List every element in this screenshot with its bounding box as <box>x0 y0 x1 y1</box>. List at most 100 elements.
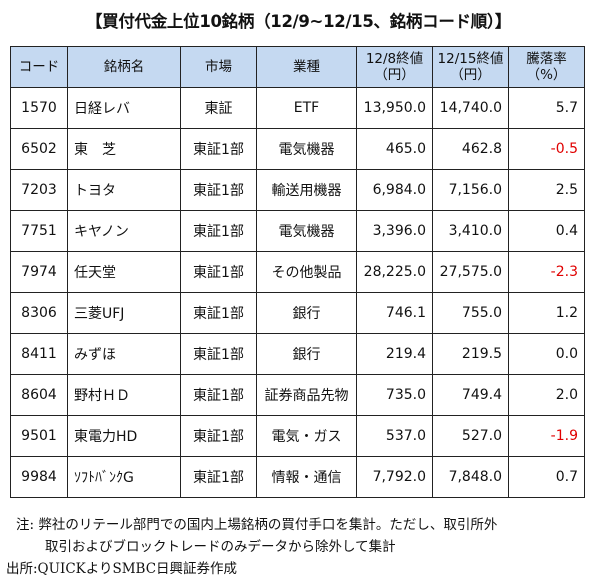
cell-name: 野村ＨＤ <box>67 374 181 416</box>
cell-name: 任天堂 <box>67 251 181 293</box>
cell-industry: その他製品 <box>256 251 357 293</box>
cell-change: 5.7 <box>508 87 585 129</box>
cell-code: 7751 <box>10 210 68 252</box>
cell-industry: 情報・通信 <box>256 456 357 498</box>
cell-price-1215: 14,740.0 <box>432 87 509 129</box>
cell-change: 0.7 <box>508 456 585 498</box>
source-note: 出所:QUICKよりSMBC日興証券作成 <box>6 561 238 577</box>
cell-price-1215: 7,848.0 <box>432 456 509 498</box>
table-row: 8604 野村ＨＤ 東証1部 証券商品先物 735.0 749.4 2.0 <box>10 374 585 416</box>
cell-change: -0.5 <box>508 128 585 170</box>
note-line-2: 取引およびブロックトレードのみデータから除外して集計 <box>45 539 396 555</box>
cell-price-1208: 3,396.0 <box>356 210 433 252</box>
col-header-price-1208-line1: 12/8終値 <box>365 51 424 67</box>
cell-market: 東証1部 <box>180 169 257 211</box>
cell-industry: 電気機器 <box>256 210 357 252</box>
table-row: 6502 東 芝 東証1部 電気機器 465.0 462.8 -0.5 <box>10 128 585 170</box>
cell-market: 東証1部 <box>180 292 257 334</box>
cell-code: 9501 <box>10 415 68 457</box>
col-header-change-line1: 騰落率 <box>526 51 567 67</box>
page-title: 【買付代金上位10銘柄（12/9~12/15、銘柄コード順）】 <box>85 12 512 31</box>
cell-market: 東証1部 <box>180 333 257 375</box>
col-header-price-1215-line1: 12/15終値 <box>437 51 504 67</box>
cell-price-1208: 735.0 <box>356 374 433 416</box>
col-header-code: コード <box>10 46 68 88</box>
cell-price-1208: 7,792.0 <box>356 456 433 498</box>
cell-industry: ETF <box>256 87 357 129</box>
header-row: コード 銘柄名 市場 業種 12/8終値 （円） 12/15終値 （円） 騰落率… <box>10 46 585 88</box>
cell-name: トヨタ <box>67 169 181 211</box>
cell-change: 2.0 <box>508 374 585 416</box>
cell-market: 東証 <box>180 87 257 129</box>
cell-price-1208: 465.0 <box>356 128 433 170</box>
cell-market: 東証1部 <box>180 251 257 293</box>
cell-industry: 銀行 <box>256 333 357 375</box>
cell-change: 0.0 <box>508 333 585 375</box>
table-row: 7974 任天堂 東証1部 その他製品 28,225.0 27,575.0 -2… <box>10 251 585 293</box>
cell-code: 7974 <box>10 251 68 293</box>
cell-market: 東証1部 <box>180 415 257 457</box>
col-header-change: 騰落率 （%） <box>508 46 585 88</box>
note-line-1: 注: 弊社のリテール部門での国内上場銘柄の買付手口を集計。ただし、取引所外 <box>16 517 498 533</box>
table-row: 7751 キヤノン 東証1部 電気機器 3,396.0 3,410.0 0.4 <box>10 210 585 252</box>
cell-price-1208: 537.0 <box>356 415 433 457</box>
cell-price-1208: 13,950.0 <box>356 87 433 129</box>
cell-code: 7203 <box>10 169 68 211</box>
cell-price-1215: 3,410.0 <box>432 210 509 252</box>
cell-industry: 電気機器 <box>256 128 357 170</box>
cell-code: 6502 <box>10 128 68 170</box>
cell-market: 東証1部 <box>180 374 257 416</box>
cell-industry: 銀行 <box>256 292 357 334</box>
table-row: 8306 三菱UFJ 東証1部 銀行 746.1 755.0 1.2 <box>10 292 585 334</box>
col-header-price-1215: 12/15終値 （円） <box>432 46 509 88</box>
cell-code: 1570 <box>10 87 68 129</box>
cell-change: 1.2 <box>508 292 585 334</box>
cell-industry: 電気・ガス <box>256 415 357 457</box>
cell-price-1208: 746.1 <box>356 292 433 334</box>
footnotes: 注: 弊社のリテール部門での国内上場銘柄の買付手口を集計。ただし、取引所外 取引… <box>6 514 591 580</box>
cell-industry: 輸送用機器 <box>256 169 357 211</box>
col-header-price-1208-line2: （円） <box>374 67 415 83</box>
cell-price-1208: 28,225.0 <box>356 251 433 293</box>
cell-market: 東証1部 <box>180 128 257 170</box>
cell-price-1215: 27,575.0 <box>432 251 509 293</box>
cell-price-1215: 219.5 <box>432 333 509 375</box>
cell-name: 東 芝 <box>67 128 181 170</box>
cell-price-1215: 755.0 <box>432 292 509 334</box>
cell-name: キヤノン <box>67 210 181 252</box>
cell-code: 8306 <box>10 292 68 334</box>
cell-price-1215: 749.4 <box>432 374 509 416</box>
cell-industry: 証券商品先物 <box>256 374 357 416</box>
cell-name: 東電力HD <box>67 415 181 457</box>
col-header-name: 銘柄名 <box>67 46 181 88</box>
cell-name: みずほ <box>67 333 181 375</box>
col-header-price-1208: 12/8終値 （円） <box>356 46 433 88</box>
col-header-industry: 業種 <box>256 46 357 88</box>
col-header-market: 市場 <box>180 46 257 88</box>
cell-price-1215: 7,156.0 <box>432 169 509 211</box>
cell-code: 8411 <box>10 333 68 375</box>
table-row: 9501 東電力HD 東証1部 電気・ガス 537.0 527.0 -1.9 <box>10 415 585 457</box>
table-row: 1570 日経レバ 東証 ETF 13,950.0 14,740.0 5.7 <box>10 87 585 129</box>
col-header-change-line2: （%） <box>526 67 567 83</box>
cell-code: 8604 <box>10 374 68 416</box>
table-row: 9984 ｿﾌﾄﾊﾞﾝｸG 東証1部 情報・通信 7,792.0 7,848.0… <box>10 456 585 498</box>
cell-change: -1.9 <box>508 415 585 457</box>
cell-change: -2.3 <box>508 251 585 293</box>
cell-name: ｿﾌﾄﾊﾞﾝｸG <box>67 456 181 498</box>
cell-price-1208: 219.4 <box>356 333 433 375</box>
cell-name: 日経レバ <box>67 87 181 129</box>
table-row: 8411 みずほ 東証1部 銀行 219.4 219.5 0.0 <box>10 333 585 375</box>
cell-change: 2.5 <box>508 169 585 211</box>
top10-table: コード 銘柄名 市場 業種 12/8終値 （円） 12/15終値 （円） 騰落率… <box>10 46 585 498</box>
table-row: 7203 トヨタ 東証1部 輸送用機器 6,984.0 7,156.0 2.5 <box>10 169 585 211</box>
cell-change: 0.4 <box>508 210 585 252</box>
cell-code: 9984 <box>10 456 68 498</box>
cell-price-1215: 462.8 <box>432 128 509 170</box>
cell-market: 東証1部 <box>180 456 257 498</box>
cell-price-1208: 6,984.0 <box>356 169 433 211</box>
col-header-price-1215-line2: （円） <box>450 67 491 83</box>
cell-price-1215: 527.0 <box>432 415 509 457</box>
cell-market: 東証1部 <box>180 210 257 252</box>
cell-name: 三菱UFJ <box>67 292 181 334</box>
